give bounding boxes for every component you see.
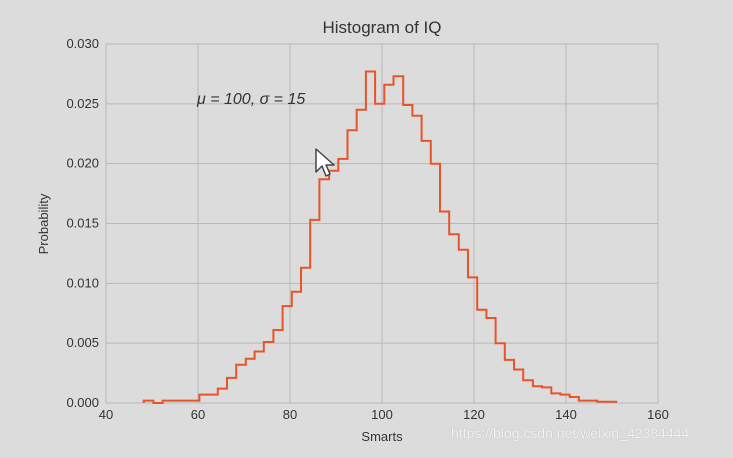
y-axis-label: Probability	[36, 193, 51, 254]
mouse-pointer-icon	[315, 148, 335, 177]
y-tick-label: 0.015	[66, 216, 99, 231]
tick-labels: 40 60 80 100 120 140 160 0.000 0.005 0.010 0.015 0.…	[66, 36, 668, 422]
y-tick-label: 0.010	[66, 275, 99, 290]
chart-title: Histogram of IQ	[322, 18, 441, 37]
y-tick-label: 0.000	[66, 395, 99, 410]
y-tick-label: 0.005	[66, 335, 99, 350]
watermark-url: https://blog.csdn.net/weixin_42384444	[451, 425, 690, 441]
x-tick-label: 40	[99, 407, 113, 422]
x-tick-label: 140	[555, 407, 577, 422]
x-tick-label: 80	[283, 407, 297, 422]
x-tick-label: 60	[191, 407, 205, 422]
x-tick-label: 100	[371, 407, 393, 422]
plot-frame	[105, 43, 659, 404]
x-tick-label: 160	[647, 407, 669, 422]
histogram-step-line	[142, 70, 618, 404]
x-axis-label: Smarts	[361, 429, 403, 444]
y-tick-label: 0.030	[66, 36, 99, 51]
y-tick-label: 0.025	[66, 96, 99, 111]
distribution-annotation: μ = 100, σ = 15	[196, 91, 305, 108]
x-tick-label: 120	[463, 407, 485, 422]
y-tick-label: 0.020	[66, 156, 99, 171]
